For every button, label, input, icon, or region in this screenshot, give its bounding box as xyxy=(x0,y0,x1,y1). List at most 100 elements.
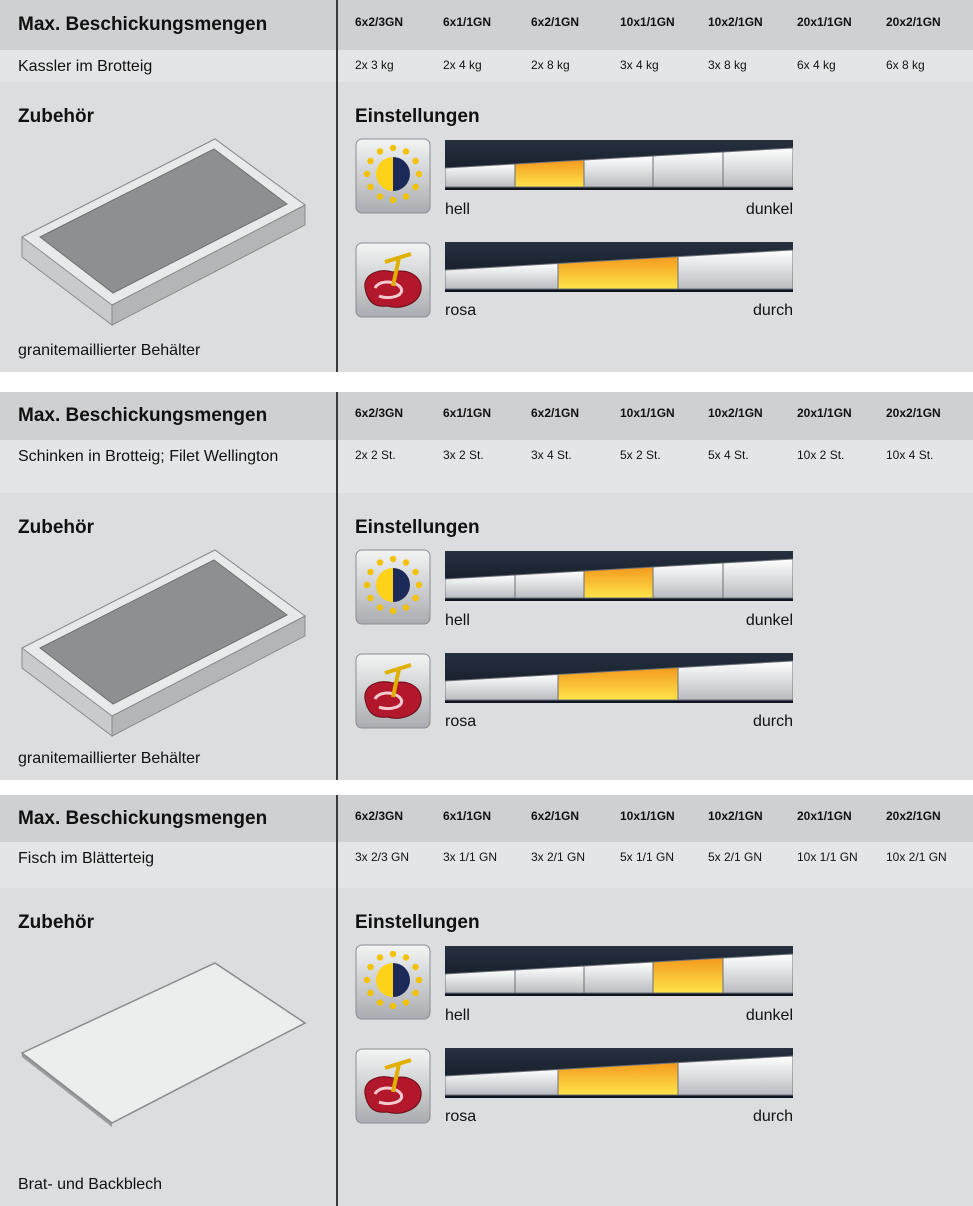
icon-meat xyxy=(364,270,422,308)
quantity: 6x 4 kg xyxy=(797,58,836,72)
quantity: 10x 2 St. xyxy=(797,448,845,462)
slider-segment xyxy=(677,1055,793,1096)
browning-icon xyxy=(355,138,431,214)
icon-dot xyxy=(363,170,371,178)
quantity-row: Kassler im Brotteig 2x 3 kg 2x 4 kg 2x 8 kg… xyxy=(0,50,973,82)
column-header: 6x1/1GN xyxy=(443,808,492,823)
slider xyxy=(445,1048,793,1098)
slider xyxy=(445,140,793,190)
accessory-image xyxy=(20,962,307,1127)
accessory-title: Zubehör xyxy=(18,106,94,127)
browning-low: hell xyxy=(445,201,470,218)
column-header: 20x2/1GN xyxy=(886,15,941,29)
settings-body: Zubehör Einstellungen Brat- und Backblech h… xyxy=(0,888,973,1206)
quantity: 10x 4 St. xyxy=(886,448,934,462)
doneness-high: durch xyxy=(752,713,793,730)
icon-dot xyxy=(367,989,374,997)
doneness-high: durch xyxy=(752,302,793,319)
icon-half xyxy=(393,963,410,997)
tray-base xyxy=(39,148,288,294)
slider xyxy=(445,242,793,292)
column-header: 10x1/1GN xyxy=(620,808,675,823)
slider-segment xyxy=(583,961,654,994)
recipe-block: Max. Beschickungsmengen 6x2/3GN 6x1/1GN 6x2… xyxy=(0,392,973,780)
slider-segment xyxy=(652,562,724,599)
icon-dot xyxy=(415,581,423,589)
settings-title: Einstellungen xyxy=(355,912,480,933)
icon-half xyxy=(376,157,393,191)
column-header: 20x1/1GN xyxy=(797,15,852,29)
icon-dot xyxy=(389,1002,397,1010)
quantity: 5x 2/1 GN xyxy=(708,850,763,864)
slider-segment xyxy=(514,965,585,994)
slider xyxy=(445,551,793,601)
settings-title: Einstellungen xyxy=(355,517,480,538)
product-name: Fisch im Blätterteig xyxy=(18,850,155,867)
column-header: 10x2/1GN xyxy=(708,406,763,420)
quantity: 5x 2 St. xyxy=(620,448,661,462)
slider-segment xyxy=(677,660,793,701)
quantity: 3x 1/1 GN xyxy=(443,850,498,864)
quantity: 3x 4 kg xyxy=(620,58,659,72)
column-header: 20x2/1GN xyxy=(886,808,941,823)
icon-dot xyxy=(363,976,371,984)
column-header: 6x2/3GN xyxy=(355,808,404,823)
slider-segment-active xyxy=(514,159,585,188)
column-header: 10x1/1GN xyxy=(620,406,675,420)
icon-fat xyxy=(373,691,404,711)
icon-dot xyxy=(412,183,419,191)
icon-probe xyxy=(384,663,412,698)
accessory-title: Zubehör xyxy=(18,517,94,538)
quantity: 2x 4 kg xyxy=(443,58,482,72)
quantity: 6x 8 kg xyxy=(886,58,925,72)
column-header: 10x2/1GN xyxy=(708,808,763,823)
quantity: 2x 8 kg xyxy=(531,58,570,72)
quantity: 3x 2/3 GN xyxy=(355,850,410,864)
icon-dot xyxy=(412,594,419,602)
column-header: 20x1/1GN xyxy=(797,808,852,823)
doneness-high: durch xyxy=(752,1108,793,1125)
icon-dot xyxy=(415,976,423,984)
browning-high: dunkel xyxy=(745,201,793,218)
settings-title: Einstellungen xyxy=(355,106,480,127)
header-title: Max. Beschickungsmengen xyxy=(18,405,268,426)
column-header: 20x2/1GN xyxy=(886,406,941,420)
tray-base xyxy=(39,559,288,705)
sheet xyxy=(20,962,307,1124)
slider-segment xyxy=(722,953,793,994)
icon-dot xyxy=(402,559,410,566)
icon-half xyxy=(376,963,393,997)
accessory-title: Zubehör xyxy=(18,912,94,933)
browning-icon xyxy=(355,944,431,1020)
header-title: Max. Beschickungsmengen xyxy=(18,14,268,35)
quantity: 5x 1/1 GN xyxy=(620,850,675,864)
quantity-row: Schinken in Brotteig; Filet Wellington 2x… xyxy=(0,440,973,493)
icon-dot xyxy=(376,148,384,155)
slider-segment-active xyxy=(652,957,724,994)
quantity: 3x 8 kg xyxy=(708,58,747,72)
icon-half xyxy=(393,157,410,191)
quantity-row: Fisch im Blätterteig 3x 2/3 GN 3x 1/1 GN 3x… xyxy=(0,842,973,888)
icon-fat xyxy=(373,1086,404,1106)
icon-dot xyxy=(367,594,374,602)
header-row: Max. Beschickungsmengen 6x2/3GN 6x1/1GN 6x2… xyxy=(0,0,973,50)
icon-half xyxy=(393,568,410,602)
product-name: Kassler im Brotteig xyxy=(18,58,153,75)
icon-dot xyxy=(376,604,384,611)
quantity: 2x 3 kg xyxy=(355,58,394,72)
slider-segment xyxy=(514,570,585,599)
header-title: Max. Beschickungsmengen xyxy=(18,807,268,829)
icon-dot xyxy=(402,604,410,611)
slider-segment xyxy=(677,249,793,290)
doneness-icon xyxy=(355,1048,431,1124)
slider xyxy=(445,946,793,996)
icon-dot xyxy=(412,963,419,971)
column-header: 6x2/1GN xyxy=(531,15,580,29)
accessory-name: Brat- und Backblech xyxy=(18,1176,163,1193)
column-header: 6x2/3GN xyxy=(355,15,404,29)
icon-dot xyxy=(402,954,410,961)
slider xyxy=(445,653,793,703)
browning-high: dunkel xyxy=(745,1007,793,1024)
icon-meat xyxy=(364,1076,422,1114)
